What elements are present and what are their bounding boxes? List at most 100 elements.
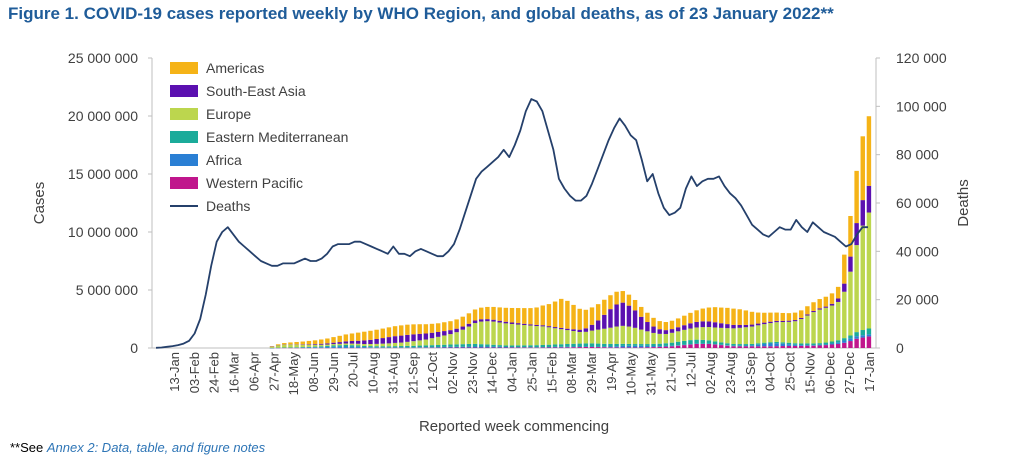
x-tick-label: 15-Nov [802,352,817,394]
bar-segment [749,311,755,325]
bar-segment [706,343,712,348]
bar-segment [706,321,712,328]
bar-segment [694,310,699,322]
bar-segment [725,307,730,325]
bar-segment [534,324,539,327]
bar-segment [848,335,853,339]
y-tick-label: 20 000 000 [68,108,138,124]
x-tick-label: 31-May [644,352,659,396]
bar-segment [282,344,287,348]
bar-segment [577,343,582,347]
bar-segment [743,324,749,328]
bar-segment [651,332,656,344]
bar-segment [294,344,299,348]
bar-segment [639,316,644,330]
bar-segment [829,303,835,306]
bar-segment [491,319,496,322]
bar-segment [651,317,656,327]
legend-swatch [170,177,198,189]
bar-segment [534,307,539,325]
bar-segment [762,343,767,347]
bar-segment [423,324,429,334]
bar-segment [626,294,632,306]
bar-segment [860,335,865,338]
bar-segment [472,343,478,347]
bar-segment [780,312,785,321]
x-tick-label: 18-May [286,352,301,396]
bar-segment [799,344,804,346]
bar-segment [749,343,755,346]
bar-segment [651,347,656,348]
bar-segment [657,329,662,334]
legend-label: Europe [206,106,251,122]
bar-segment [602,299,607,315]
bar-segment [731,345,736,347]
bar-segment [712,322,718,328]
bar-segment [854,332,859,337]
bar-segment [485,321,490,345]
y2-tick-label: 100 000 [896,98,947,114]
bar-segment [731,324,736,329]
y-tick-label: 5 000 000 [76,282,138,298]
bar-segment [392,342,398,347]
bar-segment [786,345,792,348]
bar-segment [571,343,576,347]
bar-segment [466,343,472,347]
x-tick-label: 10-Aug [366,352,381,394]
bar-segment [479,307,484,320]
bar-segment [743,346,749,348]
bar-segment [386,337,392,344]
bar-segment [792,321,798,344]
x-tick-label: 14-Dec [485,352,500,394]
bar-segment [675,341,681,346]
bar-segment [571,304,576,330]
bar-segment [823,344,829,346]
bar-segment [546,347,552,348]
bar-segment [829,344,835,348]
bar-segment [460,344,465,347]
bar-segment [719,307,724,324]
bar-segment [842,342,847,348]
x-tick-label: 21-Sep [405,352,420,394]
bar-segment [823,345,829,348]
bar-segment [602,346,607,348]
x-axis-title: Reported week commencing [419,418,609,435]
bar-segment [380,343,385,347]
bar-segment [854,336,859,339]
bars [269,116,872,349]
bar-segment [749,326,755,344]
annex-link[interactable]: Annex 2: Data, table, and figure notes [46,440,266,455]
bar-segment [620,291,625,303]
bar-segment [700,343,705,348]
bar-segment [552,346,558,348]
bar-segment [386,343,392,347]
bar-segment [546,344,552,348]
x-tick-label: 24-Feb [207,352,222,393]
bar-segment [700,321,705,328]
bar-segment [614,304,619,327]
bar-segment [300,344,305,348]
bar-segment [355,332,361,341]
bar-segment [552,328,558,345]
bar-segment [497,307,502,321]
bar-segment [657,346,662,348]
bar-segment [688,328,693,341]
bar-segment [595,343,601,347]
bar-segment [448,346,453,348]
x-tick-label: 23-Nov [465,352,480,394]
bar-segment [540,325,545,327]
bar-segment [503,345,509,348]
bar-segment [503,323,509,346]
bar-segment [682,315,687,326]
x-tick-label: 27-Dec [842,352,857,394]
bar-segment [762,312,767,323]
x-tick-label: 03-Feb [187,352,202,393]
bar-segment [799,317,804,320]
x-tick-label: 25-Oct [783,352,798,391]
bar-segment [663,346,669,348]
bar-segment [608,327,613,344]
bar-segment [774,320,779,323]
bar-segment [472,346,478,348]
bar-segment [374,346,379,348]
bar-segment [312,347,318,348]
